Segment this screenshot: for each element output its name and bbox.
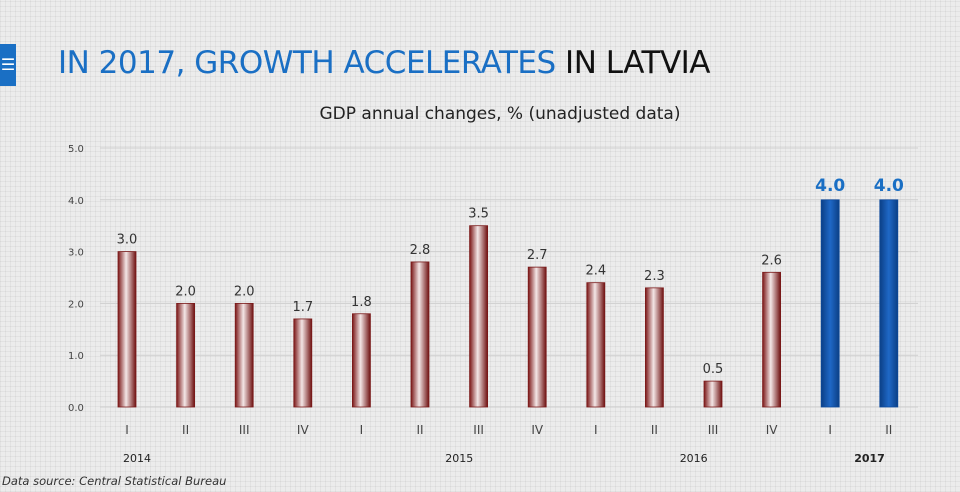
title-country: IN LATVIA bbox=[565, 45, 711, 81]
x-tick-label: II bbox=[651, 423, 658, 437]
year-label: 2015 bbox=[445, 452, 473, 465]
data-label: 2.3 bbox=[644, 269, 665, 284]
y-axis-ticks: 0.0 1.0 2.0 3.0 4.0 5.0 bbox=[68, 144, 84, 414]
bar bbox=[820, 199, 840, 408]
data-source: Data source: Central Statistical Bureau bbox=[2, 474, 227, 488]
bar bbox=[762, 271, 781, 408]
bar bbox=[410, 261, 430, 408]
data-label: 1.8 bbox=[351, 295, 372, 310]
data-label: 2.6 bbox=[761, 253, 782, 268]
bar bbox=[117, 251, 137, 408]
y-tick-label: 2.0 bbox=[68, 299, 84, 310]
x-tick-label: IV bbox=[531, 423, 544, 437]
menu-icon[interactable]: ☰ bbox=[0, 44, 16, 86]
y-tick-label: 4.0 bbox=[68, 196, 84, 207]
title-highlight: IN 2017, GROWTH ACCELERATES bbox=[58, 45, 556, 81]
data-label: 2.0 bbox=[234, 284, 255, 299]
x-tick-label: II bbox=[416, 423, 423, 437]
x-tick-label: I bbox=[360, 423, 364, 437]
bar bbox=[645, 287, 664, 408]
x-tick-label: III bbox=[473, 423, 484, 437]
data-label: 0.5 bbox=[703, 362, 724, 377]
x-axis-years: 2014 2015 2016 2017 bbox=[123, 452, 885, 465]
x-tick-label: III bbox=[708, 423, 719, 437]
data-label: 3.5 bbox=[468, 207, 489, 222]
bar bbox=[234, 302, 254, 408]
x-tick-label: II bbox=[885, 423, 892, 437]
y-tick-label: 1.0 bbox=[68, 351, 84, 362]
data-labels: 3.0 2.0 2.0 1.7 1.8 2.8 3.5 2.7 2.4 2.3 0.5 2.6 4.0 4… bbox=[117, 176, 904, 377]
x-tick-label: IV bbox=[766, 423, 779, 437]
x-tick-label: II bbox=[182, 423, 189, 437]
x-tick-label: I bbox=[828, 423, 832, 437]
y-tick-label: 0.0 bbox=[68, 403, 84, 414]
bar bbox=[879, 199, 899, 408]
bar bbox=[527, 266, 547, 408]
bar bbox=[176, 302, 196, 408]
x-axis-categories: I II III IV I II III IV I II III IV I II bbox=[125, 423, 892, 437]
y-tick-label: 5.0 bbox=[68, 144, 84, 155]
y-tick-label: 3.0 bbox=[68, 248, 84, 259]
data-label: 2.8 bbox=[410, 243, 431, 258]
x-tick-label: III bbox=[239, 423, 250, 437]
data-label: 3.0 bbox=[117, 233, 138, 248]
bar bbox=[351, 313, 371, 408]
data-label: 2.7 bbox=[527, 248, 548, 263]
bar bbox=[586, 282, 606, 408]
bar bbox=[469, 225, 489, 408]
data-label: 2.4 bbox=[585, 264, 606, 279]
chart-title: GDP annual changes, % (unadjusted data) bbox=[319, 104, 681, 124]
data-label: 4.0 bbox=[815, 176, 845, 196]
bars bbox=[117, 199, 899, 408]
data-label: 2.0 bbox=[175, 284, 196, 299]
slide-title: IN 2017, GROWTH ACCELERATES IN LATVIA bbox=[58, 45, 711, 81]
data-label: 4.0 bbox=[874, 176, 904, 196]
x-tick-label: I bbox=[594, 423, 598, 437]
x-tick-label: IV bbox=[297, 423, 310, 437]
x-tick-label: I bbox=[125, 423, 129, 437]
bar bbox=[293, 318, 313, 408]
year-label: 2017 bbox=[854, 452, 885, 465]
grid-lines bbox=[100, 147, 918, 408]
data-label: 1.7 bbox=[292, 300, 313, 315]
year-label: 2016 bbox=[680, 452, 708, 465]
year-label: 2014 bbox=[123, 452, 151, 465]
bar bbox=[703, 380, 723, 408]
